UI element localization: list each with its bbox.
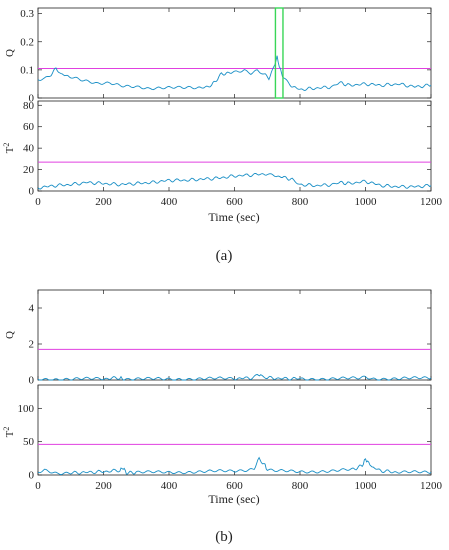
plot-frame — [37, 7, 432, 99]
x-tick-label: 800 — [292, 480, 309, 492]
plot-b-q: Q 0 2 4 — [4, 289, 432, 387]
y-tick-label: 0 — [29, 93, 35, 105]
x-tick-label: 0 — [35, 480, 41, 492]
x-tick-label: 200 — [95, 196, 112, 208]
y-tick-label: 80 — [23, 100, 35, 112]
y-axis-label-q: Q — [4, 49, 16, 57]
x-tick-label: 200 — [95, 480, 112, 492]
y-tick-label: 0 — [29, 470, 35, 482]
plot-frame — [37, 289, 432, 381]
series-line — [37, 456, 432, 475]
y-tick-label: 50 — [23, 436, 35, 448]
x-tick-label: 600 — [226, 196, 243, 208]
y-axis-label-q: Q — [4, 331, 16, 339]
x-tick-label: 800 — [292, 196, 309, 208]
superscript-2: 2 — [2, 427, 11, 431]
y-tick-label: 4 — [29, 303, 35, 315]
plot-body: 0 0.1 0.2 0.3 — [20, 7, 432, 105]
y-tick-label: 0.1 — [20, 64, 34, 76]
plot-frame — [37, 384, 432, 476]
y-tick-label: 0.2 — [20, 36, 34, 48]
caption-a: (a) — [216, 248, 233, 264]
x-axis-a: 0 200 400 600 800 1000 1200 — [35, 196, 442, 208]
x-axis-label-a: Time (sec) — [208, 210, 259, 224]
y-axis-label-t2: T2 — [2, 427, 16, 438]
plot-a-q: Q 0 0.1 0.2 0.3 — [4, 7, 432, 105]
superscript-2: 2 — [2, 143, 11, 147]
y-tick-label: 0.3 — [20, 8, 34, 20]
x-tick-label: 1000 — [355, 480, 378, 492]
y-axis-label-t2: T2 — [2, 143, 16, 154]
plot-a-t2: T2 0 20 40 60 80 — [2, 100, 432, 198]
plot-frame — [37, 100, 432, 192]
plot-body: 0 50 100 — [18, 385, 432, 482]
caption-b: (b) — [215, 529, 233, 545]
y-tick-label: 0 — [29, 186, 35, 198]
x-tick-label: 400 — [161, 196, 178, 208]
series-line — [37, 172, 432, 190]
x-tick-label: 1200 — [420, 196, 443, 208]
y-tick-label: 2 — [29, 339, 35, 351]
plot-body: 0 2 4 — [29, 290, 432, 387]
x-tick-label: 400 — [161, 480, 178, 492]
plot-body: 0 20 40 60 80 — [23, 100, 432, 198]
series-line — [37, 374, 432, 381]
y-tick-label: 20 — [23, 164, 35, 176]
plot-b-t2: T2 0 50 100 — [2, 384, 432, 482]
x-axis-b: 0 200 400 600 800 1000 1200 — [35, 480, 442, 492]
x-tick-label: 1200 — [420, 480, 443, 492]
series-line — [37, 55, 432, 91]
x-tick-label: 1000 — [355, 196, 378, 208]
y-tick-label: 60 — [23, 121, 35, 133]
x-tick-label: 0 — [35, 196, 41, 208]
highlight-box — [274, 7, 284, 99]
x-tick-label: 600 — [226, 480, 243, 492]
y-tick-label: 100 — [18, 403, 35, 415]
y-tick-label: 0 — [29, 375, 35, 387]
x-axis-label-b: Time (sec) — [208, 492, 259, 506]
y-tick-label: 40 — [23, 143, 35, 155]
